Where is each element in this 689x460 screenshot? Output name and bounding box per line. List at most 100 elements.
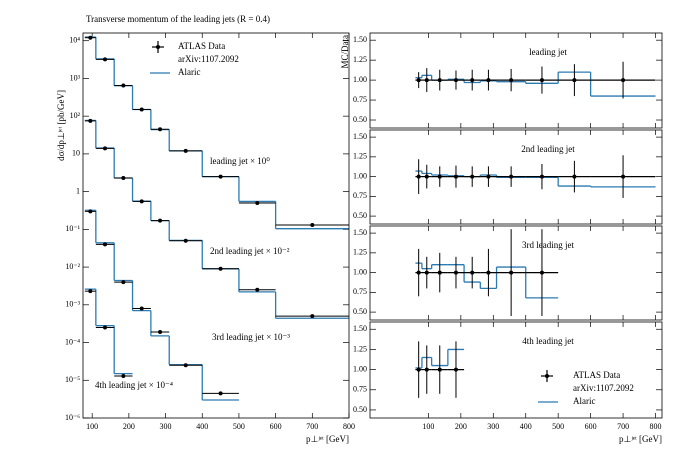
data-point xyxy=(539,270,544,275)
data-point xyxy=(453,270,458,275)
y-tick-label: 1.25 xyxy=(353,248,367,257)
data-point xyxy=(121,83,126,88)
y-tick-label: 1.50 xyxy=(353,228,367,237)
data-point xyxy=(453,174,458,179)
data-point xyxy=(218,266,223,271)
x-tick-label: 700 xyxy=(617,422,629,431)
data-point xyxy=(621,78,626,83)
y-tick-label: 1.00 xyxy=(353,267,367,276)
data-point xyxy=(139,107,144,112)
y-tick-label: 10⁴ xyxy=(69,36,80,45)
data-point xyxy=(470,78,475,83)
x-tick-label: 200 xyxy=(455,422,467,431)
y-tick-label: 10³ xyxy=(70,73,81,82)
x-tick-label: 400 xyxy=(520,422,532,431)
data-point xyxy=(437,270,442,275)
y-tick-label: 0.75 xyxy=(353,95,367,104)
group-annotation: 4th leading jet × 10⁻⁴ xyxy=(95,380,173,390)
x-tick-label: 200 xyxy=(123,422,135,431)
y-tick-label: 10⁻¹ xyxy=(65,224,80,233)
data-point xyxy=(88,289,93,294)
data-point xyxy=(158,330,163,335)
y-tick-label: 0.50 xyxy=(353,115,367,124)
y-tick-label: 10⁻⁶ xyxy=(65,413,80,422)
y-tick-label: 1.50 xyxy=(353,324,367,333)
x-tick-label: 400 xyxy=(196,422,208,431)
data-point xyxy=(183,363,188,368)
data-point xyxy=(453,367,458,372)
data-point xyxy=(310,314,315,319)
x-tick-label: 800 xyxy=(343,422,355,431)
legend-data-marker xyxy=(156,45,160,49)
y-tick-label: 0.75 xyxy=(353,191,367,200)
x-tick-label: 500 xyxy=(552,422,564,431)
data-point xyxy=(255,200,260,205)
data-point xyxy=(103,57,108,62)
data-point xyxy=(509,270,514,275)
data-point xyxy=(88,118,93,123)
x-tick-label: 500 xyxy=(233,422,245,431)
data-point xyxy=(621,174,626,179)
y-tick-label: 10⁻² xyxy=(65,262,80,271)
data-point xyxy=(218,174,223,179)
data-point xyxy=(509,78,514,83)
data-point xyxy=(437,367,442,372)
y-tick-label: 1.50 xyxy=(353,132,367,141)
data-point xyxy=(416,174,421,179)
data-point xyxy=(416,78,421,83)
plot-frame xyxy=(369,129,663,225)
data-point xyxy=(183,238,188,243)
data-point xyxy=(88,209,93,214)
data-point xyxy=(486,270,491,275)
y-tick-label: 0.50 xyxy=(353,307,367,316)
panel-annotation: leading jet xyxy=(529,47,567,57)
data-point xyxy=(121,175,126,180)
data-point xyxy=(572,78,577,83)
group-annotation: 2nd leading jet × 10⁻² xyxy=(210,246,290,256)
data-point xyxy=(158,127,163,132)
y-tick-label: 1.00 xyxy=(353,171,367,180)
legend-label: ATLAS Data xyxy=(573,370,620,380)
data-point xyxy=(310,223,315,228)
data-point xyxy=(539,78,544,83)
data-point xyxy=(158,218,163,223)
legend-note: arXiv:1107.2092 xyxy=(573,383,634,393)
chart-title: Transverse momentum of the leading jets … xyxy=(86,14,270,24)
legend-label: ATLAS Data xyxy=(178,41,225,51)
y-tick-label: 1.25 xyxy=(353,55,367,64)
x-tick-label: 100 xyxy=(86,422,98,431)
data-point xyxy=(470,174,475,179)
legend-label: Alaric xyxy=(178,67,201,77)
y-tick-label: 10⁻⁴ xyxy=(65,337,80,346)
y-tick-label: 1.50 xyxy=(353,35,367,44)
data-point xyxy=(416,367,421,372)
x-tick-label: 700 xyxy=(306,422,318,431)
data-point xyxy=(121,373,126,378)
group-annotation: leading jet × 10⁰ xyxy=(210,156,270,166)
data-point xyxy=(572,174,577,179)
x-tick-label: 300 xyxy=(487,422,499,431)
y-tick-label: 1.25 xyxy=(353,152,367,161)
data-point xyxy=(103,146,108,151)
legend-label: Alaric xyxy=(573,396,596,406)
data-point xyxy=(103,325,108,330)
data-point xyxy=(486,78,491,83)
plot-frame xyxy=(82,32,350,419)
data-point xyxy=(424,270,429,275)
y-tick-label: 0.50 xyxy=(353,405,367,414)
data-point xyxy=(453,78,458,83)
x-tick-label: 600 xyxy=(270,422,282,431)
data-point xyxy=(424,174,429,179)
y-tick-label: 1.00 xyxy=(353,75,367,84)
panel-annotation: 2nd leading jet xyxy=(521,144,575,154)
x-axis-label: p⊥ʲᵉᵗ [GeV] xyxy=(306,434,349,444)
data-point xyxy=(539,174,544,179)
data-point xyxy=(139,306,144,311)
data-point xyxy=(424,367,429,372)
data-point xyxy=(121,280,126,285)
x-tick-label: 800 xyxy=(650,422,662,431)
y-tick-label: 0.75 xyxy=(353,385,367,394)
data-point xyxy=(255,287,260,292)
